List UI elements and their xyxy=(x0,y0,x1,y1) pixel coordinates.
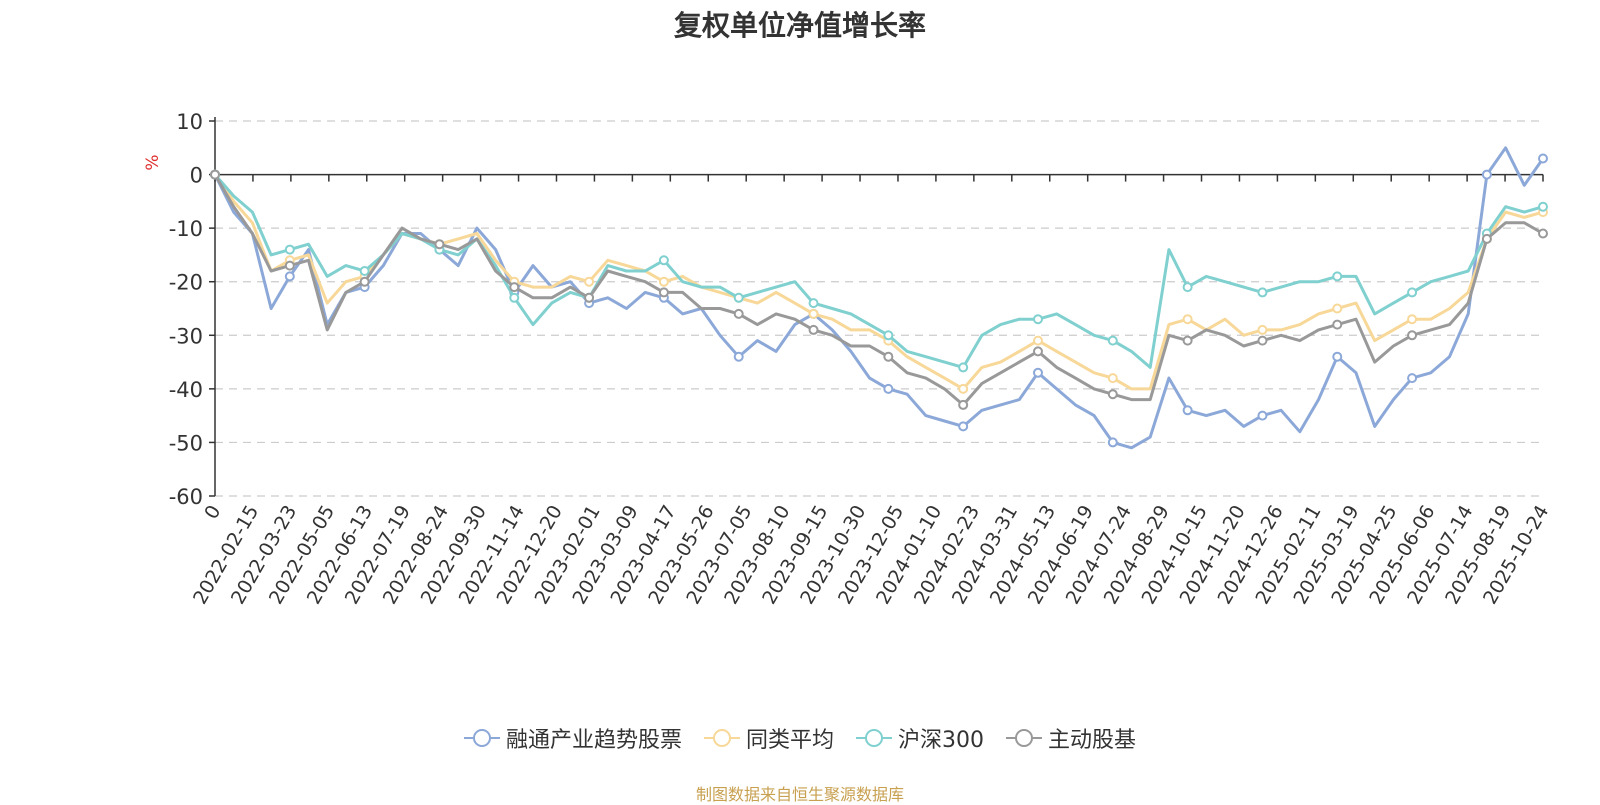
legend-label: 融通产业趋势股票 xyxy=(505,728,682,753)
data-point xyxy=(584,292,595,303)
legend-item-1[interactable]: 融通产业趋势股票 xyxy=(463,722,682,754)
data-point xyxy=(1107,389,1118,400)
data-point xyxy=(883,330,894,341)
data-point xyxy=(1481,169,1492,180)
data-point xyxy=(658,255,669,266)
data-point xyxy=(509,282,520,293)
data-point xyxy=(883,383,894,394)
legend-line-circle-icon xyxy=(856,729,892,747)
data-point xyxy=(1407,373,1418,384)
y-axis-unit: % xyxy=(143,154,163,170)
y-tick-label: -10 xyxy=(169,217,203,241)
data-point xyxy=(1182,314,1193,325)
data-point xyxy=(434,239,445,250)
legend-label: 沪深300 xyxy=(898,728,984,753)
legend: 融通产业趋势股票 同类平均 沪深300 主动股基 xyxy=(0,722,1600,754)
data-point xyxy=(958,421,969,432)
data-point xyxy=(958,399,969,410)
data-point xyxy=(958,362,969,373)
data-point xyxy=(1332,303,1343,314)
series-line-1[interactable] xyxy=(213,146,1545,450)
data-point xyxy=(808,324,819,335)
y-tick-label: -40 xyxy=(169,378,203,402)
data-point xyxy=(1257,324,1268,335)
data-point xyxy=(1032,314,1043,325)
chart-title: 复权单位净值增长率 xyxy=(673,9,926,42)
data-point xyxy=(210,169,220,180)
source-note: 制图数据来自恒生聚源数据库 xyxy=(695,785,904,804)
legend-line-circle-icon xyxy=(463,729,500,747)
x-tick-label: 0 xyxy=(200,502,225,523)
data-point xyxy=(1407,330,1418,341)
y-tick-label: -20 xyxy=(169,271,203,295)
legend-line-circle-icon xyxy=(1006,729,1042,747)
data-point xyxy=(1538,201,1548,212)
legend-item-4[interactable]: 主动股基 xyxy=(1006,722,1136,754)
legend-item-2[interactable]: 同类平均 xyxy=(703,722,834,754)
y-tick-label: -50 xyxy=(169,431,203,455)
data-point xyxy=(359,266,370,276)
data-point xyxy=(1332,351,1343,362)
data-point xyxy=(1538,153,1548,164)
data-point xyxy=(1538,228,1548,239)
data-point xyxy=(658,287,669,298)
data-point xyxy=(509,292,520,303)
data-point xyxy=(1407,287,1418,298)
data-point xyxy=(1182,335,1193,346)
data-point xyxy=(1032,367,1043,378)
data-point xyxy=(1407,314,1418,325)
data-point xyxy=(1032,346,1043,357)
y-tick-label: 0 xyxy=(190,164,203,188)
data-point xyxy=(1481,233,1492,244)
series-line-3[interactable] xyxy=(213,173,1544,369)
data-point xyxy=(1107,335,1118,346)
data-point xyxy=(1257,287,1268,298)
data-point xyxy=(808,308,819,319)
data-point xyxy=(733,308,744,319)
y-tick-label: -60 xyxy=(169,485,203,509)
data-point xyxy=(1257,410,1268,421)
data-point xyxy=(1182,405,1193,416)
data-point xyxy=(284,271,295,282)
data-point xyxy=(1032,335,1043,346)
data-point xyxy=(958,383,969,394)
data-point xyxy=(1332,271,1343,282)
data-point xyxy=(658,276,669,287)
data-point xyxy=(1332,319,1343,330)
y-tick-label: -30 xyxy=(169,324,203,348)
legend-item-3[interactable]: 沪深300 xyxy=(856,722,984,754)
legend-line-circle-icon xyxy=(703,729,740,747)
data-point xyxy=(584,276,595,287)
data-point xyxy=(808,298,819,309)
data-point xyxy=(733,292,744,303)
y-tick-label: 10 xyxy=(176,110,203,134)
data-point xyxy=(284,244,295,255)
data-point xyxy=(1107,437,1118,448)
data-point xyxy=(359,276,370,287)
data-point xyxy=(1182,282,1193,293)
data-point xyxy=(883,351,894,362)
legend-label: 同类平均 xyxy=(745,728,834,753)
series-line-4[interactable] xyxy=(213,173,1544,407)
data-point xyxy=(1257,335,1268,346)
data-point xyxy=(1107,373,1118,384)
data-point xyxy=(733,351,744,362)
data-point xyxy=(284,260,295,271)
legend-label: 主动股基 xyxy=(1048,728,1137,753)
